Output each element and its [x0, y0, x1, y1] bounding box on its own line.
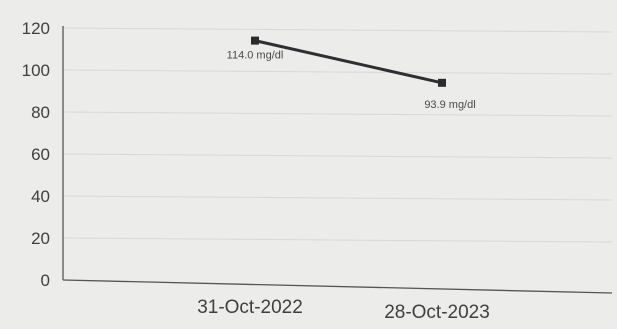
y-tick-label: 20: [31, 229, 50, 248]
y-tick-label: 40: [31, 187, 50, 206]
x-tick-label: 31-Oct-2022: [197, 297, 303, 318]
y-tick-label: 120: [22, 19, 50, 38]
x-axis-ticks: 31-Oct-2022 28-Oct-2023: [197, 297, 490, 323]
gridline-100: [62, 69, 613, 75]
gridline-60: [62, 153, 613, 159]
x-tick-label: 28-Oct-2023: [384, 302, 490, 323]
gridlines: [62, 27, 613, 243]
y-axis-ticks: 0 20 40 60 80 100 120: [22, 19, 50, 290]
gridline-40: [62, 195, 613, 201]
data-label: 93.9 mg/dl: [424, 99, 475, 111]
gridline-120: [62, 27, 613, 33]
series-line: [254, 39, 443, 85]
x-axis-line: [62, 279, 613, 294]
data-labels: 114.0 mg/dl 93.9 mg/dl: [227, 50, 476, 111]
data-point: [251, 36, 259, 45]
y-tick-label: 100: [22, 61, 50, 80]
data-point: [438, 78, 446, 87]
data-label: 114.0 mg/dl: [227, 50, 284, 62]
axes: [62, 26, 613, 294]
gridline-20: [62, 237, 613, 243]
y-tick-label: 60: [31, 145, 50, 164]
series: [251, 36, 446, 87]
y-tick-label: 0: [41, 271, 50, 290]
gridline-80: [62, 111, 613, 117]
y-tick-label: 80: [31, 103, 50, 122]
